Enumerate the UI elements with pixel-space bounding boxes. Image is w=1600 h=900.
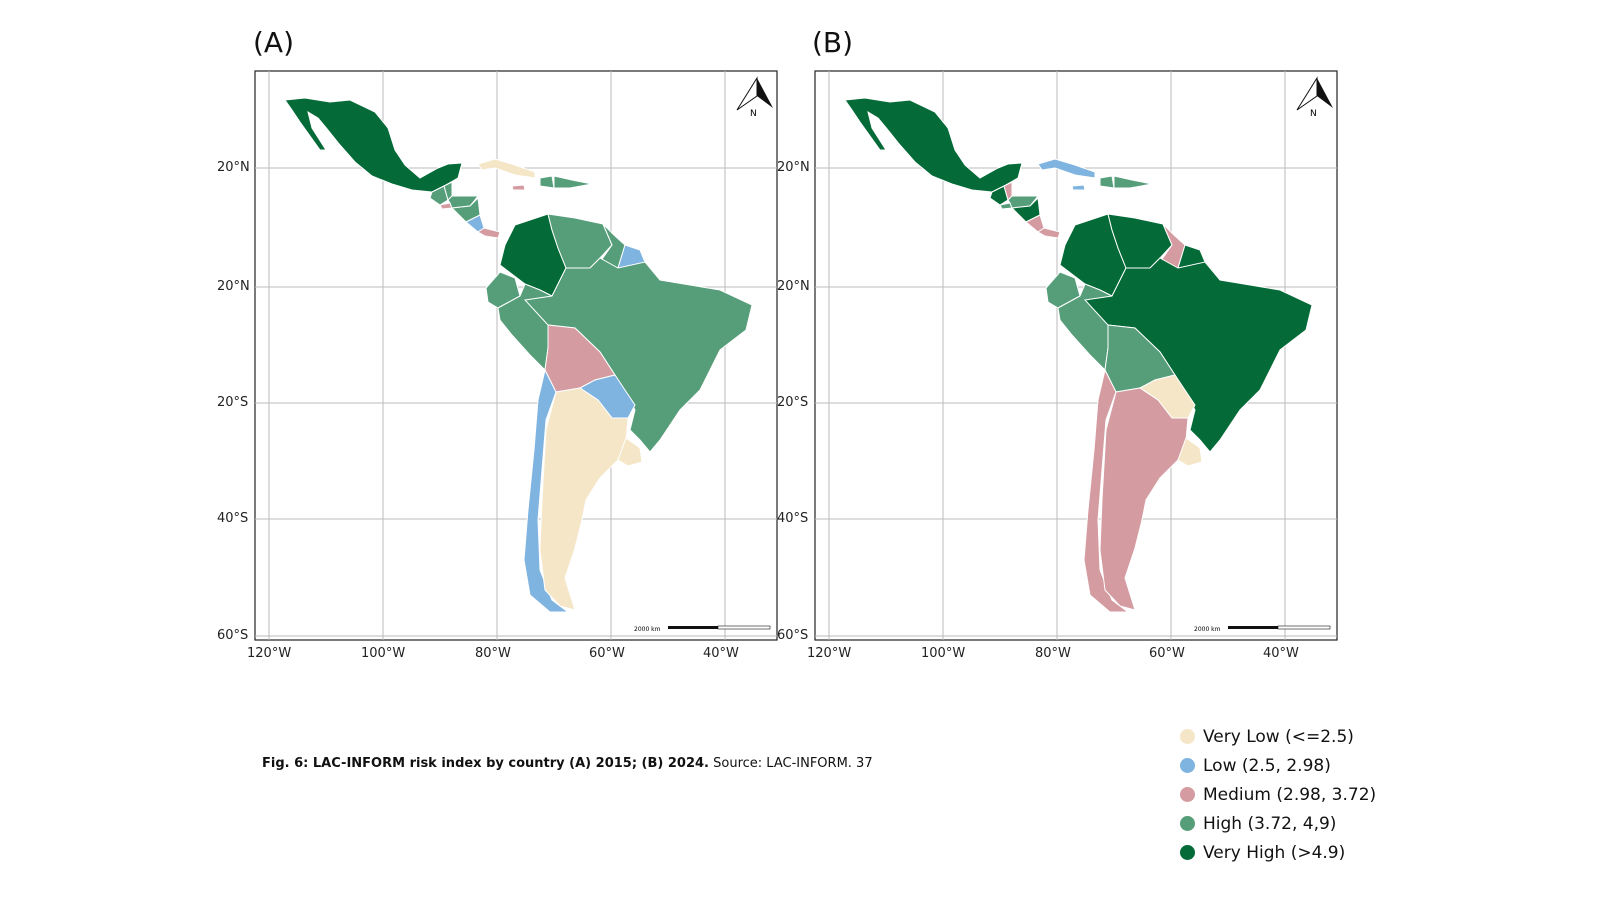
legend-swatch [1180, 729, 1195, 744]
country-guatemala [429, 185, 449, 206]
country-guatemala [989, 185, 1009, 206]
legend: Very Low (<=2.5) Low (2.5, 2.98) Medium … [1180, 722, 1376, 867]
lat-tick-label: 60°S [217, 628, 249, 643]
legend-label: Very Low (<=2.5) [1203, 726, 1354, 747]
caption-title: Fig. 6: LAC-INFORM risk index by country… [262, 756, 709, 771]
lat-tick-label: 60°S [777, 628, 809, 643]
north-label: N [750, 109, 757, 119]
lat-tick-label: 20°N [217, 279, 250, 294]
figure-caption: Fig. 6: LAC-INFORM risk index by country… [262, 756, 873, 771]
legend-item-very-high: Very High (>4.9) [1180, 838, 1376, 867]
lon-tick-label: 120°W [247, 646, 292, 661]
legend-swatch [1180, 787, 1195, 802]
lat-tick-label: 20°S [777, 395, 809, 410]
lon-tick-label: 80°W [475, 646, 511, 661]
country-cuba [1037, 158, 1096, 179]
country-argentina [1099, 387, 1189, 611]
lat-tick-label: 40°S [217, 511, 249, 526]
scale-bar-segment [1277, 625, 1331, 630]
legend-label: High (3.72, 4,9) [1203, 813, 1337, 834]
north-arrow-icon-fill [1317, 78, 1333, 108]
country-argentina [539, 387, 629, 611]
country-panama [477, 227, 501, 239]
north-arrow-icon-fill [757, 78, 773, 108]
lon-tick-label: 60°W [1149, 646, 1185, 661]
lon-tick-label: 40°W [703, 646, 739, 661]
lat-tick-label: 40°S [777, 511, 809, 526]
legend-swatch [1180, 816, 1195, 831]
legend-label: Medium (2.98, 3.72) [1203, 784, 1377, 805]
country-cuba [477, 158, 536, 179]
legend-item-medium: Medium (2.98, 3.72) [1180, 780, 1376, 809]
legend-item-very-low: Very Low (<=2.5) [1180, 722, 1376, 751]
lat-tick-label: 20°N [777, 160, 810, 175]
lon-tick-label: 100°W [921, 646, 966, 661]
country-panama [1037, 227, 1061, 239]
lat-tick-label: 20°N [217, 160, 250, 175]
country-haiti [1099, 175, 1115, 189]
country-dominican [1113, 175, 1153, 189]
map-panel-a: N 2000 km [254, 70, 778, 641]
country-haiti [539, 175, 555, 189]
legend-item-high: High (3.72, 4,9) [1180, 809, 1376, 838]
lat-tick-label: 20°N [777, 279, 810, 294]
lon-tick-label: 100°W [361, 646, 406, 661]
lon-tick-label: 60°W [589, 646, 625, 661]
scale-bar [1228, 626, 1278, 629]
country-uruguay [617, 437, 643, 467]
panel-label-b: (B) [812, 26, 854, 59]
country-chile [523, 368, 570, 613]
lon-tick-label: 40°W [1263, 646, 1299, 661]
panel-label-a: (A) [253, 26, 295, 59]
caption-source: Source: LAC-INFORM. 37 [709, 756, 873, 771]
lon-tick-label: 80°W [1035, 646, 1071, 661]
scale-bar-segment [717, 625, 771, 630]
legend-swatch [1180, 758, 1195, 773]
country-chile [1083, 368, 1130, 613]
country-jamaica [1071, 184, 1086, 191]
scale-label: 2000 km [1194, 626, 1221, 633]
country-uruguay [1177, 437, 1203, 467]
legend-item-low: Low (2.5, 2.98) [1180, 751, 1376, 780]
country-dominican [553, 175, 593, 189]
legend-label: Very High (>4.9) [1203, 842, 1346, 863]
scale-label: 2000 km [634, 626, 661, 633]
lat-tick-label: 20°S [217, 395, 249, 410]
legend-swatch [1180, 845, 1195, 860]
map-panel-b: N 2000 km [814, 70, 1338, 641]
legend-label: Low (2.5, 2.98) [1203, 755, 1331, 776]
country-nicaragua [1010, 196, 1041, 223]
country-nicaragua [450, 196, 481, 223]
scale-bar [668, 626, 718, 629]
lon-tick-label: 120°W [807, 646, 852, 661]
country-jamaica [511, 184, 526, 191]
north-label: N [1310, 109, 1317, 119]
